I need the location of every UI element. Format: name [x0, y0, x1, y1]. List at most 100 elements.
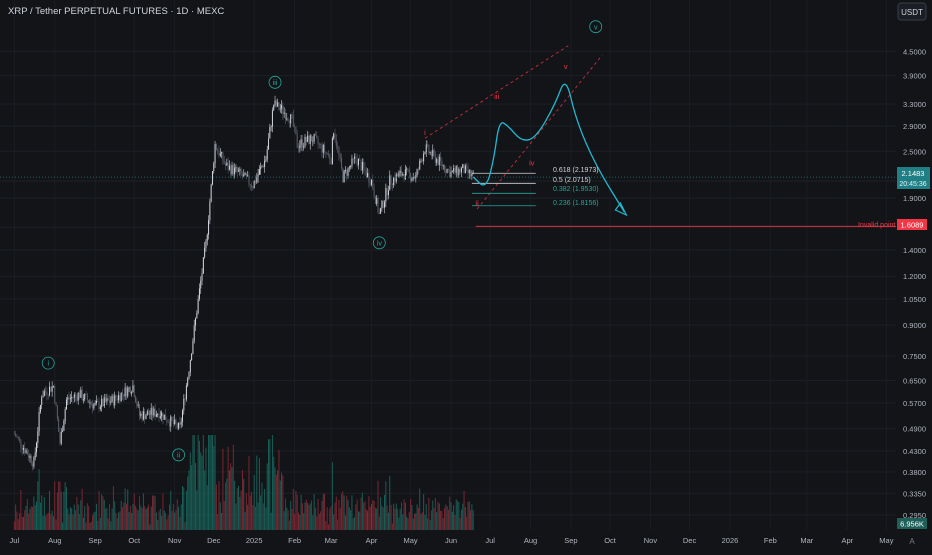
- volume-bar: [384, 494, 386, 530]
- volume-bar: [316, 516, 318, 530]
- volume-bar: [214, 435, 216, 530]
- candle-body: [357, 159, 359, 166]
- candle-body: [253, 180, 255, 189]
- candle-body: [144, 411, 146, 420]
- candle-body: [268, 138, 270, 150]
- candle-body: [165, 414, 167, 420]
- volume-bar: [423, 494, 425, 530]
- candle-body: [116, 398, 118, 401]
- volume-bar: [153, 495, 155, 530]
- candle-body: [304, 136, 306, 147]
- candle-body: [428, 144, 430, 153]
- candle-body: [170, 416, 172, 427]
- volume-bar: [54, 481, 56, 530]
- volume-bar: [140, 505, 142, 530]
- candle-body: [118, 395, 120, 401]
- candle-body: [184, 398, 186, 400]
- candle-body: [225, 163, 227, 166]
- volume-bar: [270, 512, 272, 530]
- candle-body: [252, 187, 254, 189]
- y-tick-label: 0.5700: [903, 399, 926, 408]
- volume-bar: [335, 496, 337, 530]
- currency-button[interactable]: USDT: [897, 2, 927, 21]
- volume-bar: [402, 514, 404, 530]
- volume-bar: [307, 502, 309, 530]
- candle-body: [204, 247, 206, 258]
- x-tick-label: Dec: [207, 536, 221, 545]
- candle-body: [459, 168, 461, 173]
- volume-bar: [377, 480, 379, 530]
- candle-body: [368, 172, 370, 183]
- y-tick-label: 0.4300: [903, 447, 926, 456]
- y-tick-label: 1.2000: [903, 272, 926, 281]
- volume-bar: [114, 501, 116, 530]
- wave-label-primary: iii: [273, 80, 278, 87]
- candle-body: [29, 455, 31, 459]
- candle-body: [364, 167, 366, 171]
- volume-bar: [269, 439, 271, 530]
- candle-body: [162, 412, 164, 420]
- candle-body: [385, 188, 387, 202]
- candle-body: [26, 450, 28, 455]
- candle-body: [377, 197, 379, 213]
- x-tick-label: May: [404, 536, 418, 545]
- candle-body: [450, 171, 452, 178]
- candle-body: [464, 165, 466, 174]
- wave-label-secondary: i: [424, 128, 426, 137]
- candle-body: [197, 298, 199, 314]
- volume-bar: [330, 505, 332, 530]
- y-tick-label: 3.9000: [903, 72, 926, 81]
- candle-body: [17, 436, 19, 438]
- candle-body: [381, 200, 383, 209]
- candle-body: [28, 454, 30, 459]
- candle-body: [157, 413, 159, 415]
- candle-body: [244, 172, 246, 175]
- volume-bar: [273, 456, 275, 530]
- candle-body: [46, 391, 48, 395]
- volume-bar: [415, 513, 417, 530]
- candle-body: [15, 433, 17, 437]
- volume-bar: [22, 516, 24, 530]
- volume-bar: [223, 500, 225, 530]
- auto-scale-button[interactable]: A: [909, 537, 915, 546]
- volume-bar: [125, 503, 127, 530]
- volume-bar: [333, 514, 335, 530]
- volume-bar: [76, 496, 78, 530]
- volume-bar: [329, 508, 331, 530]
- volume-bar: [365, 509, 367, 530]
- volume-bar: [71, 508, 73, 530]
- volume-bar: [45, 516, 47, 530]
- candle-body: [447, 168, 449, 170]
- volume-bar: [131, 512, 133, 530]
- candle-body: [65, 399, 67, 410]
- volume-bar: [303, 513, 305, 530]
- volume-bar: [187, 476, 189, 530]
- candle-body: [79, 392, 81, 398]
- candle-body: [115, 395, 117, 399]
- candle-body: [351, 158, 353, 166]
- volume-bar: [450, 502, 452, 530]
- volume-bar: [119, 511, 121, 530]
- candle-body: [300, 139, 302, 146]
- candle-body: [51, 386, 53, 392]
- volume-bar: [171, 510, 173, 530]
- volume-bar: [359, 511, 361, 530]
- volume-bar: [286, 507, 288, 530]
- candle-body: [120, 392, 122, 402]
- x-tick-label: 2026: [722, 536, 739, 545]
- volume-bar: [204, 470, 206, 530]
- volume-bar: [363, 502, 365, 530]
- candle-body: [248, 175, 250, 185]
- y-tick-label: 0.3350: [903, 489, 926, 498]
- candle-body: [215, 143, 217, 150]
- volume-bar: [195, 463, 197, 530]
- candle-body: [47, 394, 49, 396]
- volume-bar: [13, 521, 15, 530]
- candle-body: [429, 152, 431, 153]
- candle-body: [406, 168, 408, 170]
- volume-bar: [361, 492, 363, 530]
- volume-bar: [281, 472, 283, 530]
- candle-body: [420, 160, 422, 162]
